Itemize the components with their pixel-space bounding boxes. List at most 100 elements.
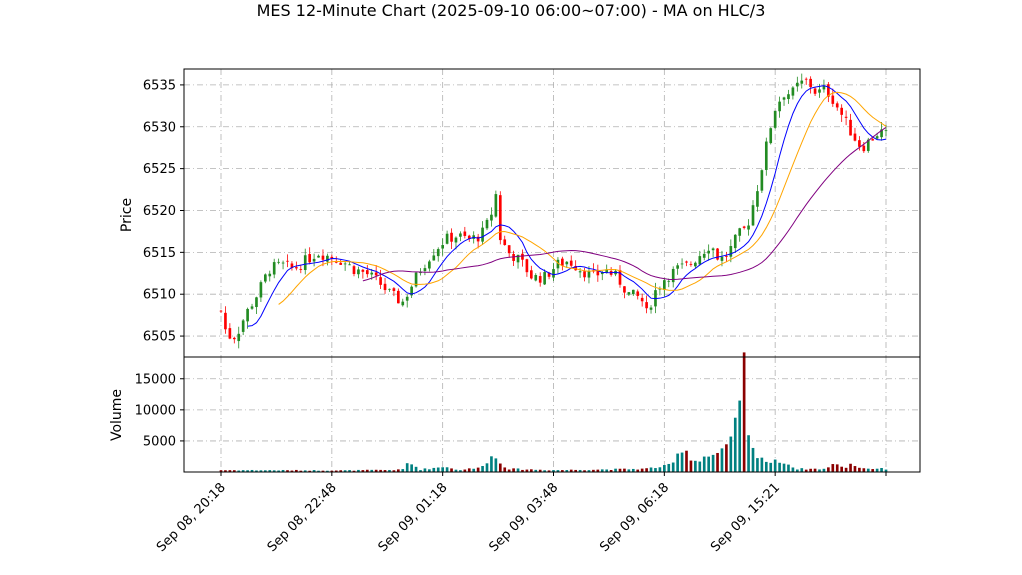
volume-bar (379, 469, 382, 472)
candle-body (339, 262, 343, 265)
volume-bar (685, 450, 688, 472)
candle-body (880, 129, 883, 138)
candle-body (862, 145, 866, 152)
volume-bar (246, 470, 249, 472)
volume-bars (219, 352, 888, 472)
candle-body (875, 136, 879, 139)
volume-bar (694, 460, 697, 472)
candle-body (600, 272, 604, 275)
candle-body (764, 141, 768, 170)
volume-bar (561, 470, 564, 472)
volume-bar (268, 470, 272, 472)
candle-body (667, 280, 671, 282)
candle-body (618, 269, 622, 285)
volume-bar (858, 467, 861, 472)
moving-average-line-ma-mid (278, 91, 887, 305)
volume-bar (241, 470, 245, 472)
candle-body (516, 254, 520, 263)
volume-bar (286, 470, 289, 472)
volume-bar (312, 470, 316, 472)
volume-bar (667, 463, 671, 472)
candle-body (760, 170, 764, 191)
volume-bar (299, 470, 303, 472)
candle-body (676, 265, 679, 269)
candle-body (277, 261, 280, 263)
candle-body (707, 250, 710, 254)
volume-bar (769, 462, 773, 472)
volume-bar (326, 470, 329, 472)
volume-bar (401, 469, 405, 472)
volume-bar (663, 465, 666, 472)
volume-bar (658, 467, 662, 472)
volume-bar (804, 469, 808, 472)
volume-bar (587, 470, 591, 472)
candle-body (370, 272, 374, 275)
candle-body (796, 82, 799, 87)
candle-body (804, 78, 808, 80)
volume-bar (219, 470, 223, 472)
volume-bar (676, 453, 679, 472)
volume-y-tick-label: 10000 (135, 403, 176, 418)
volume-bar (512, 468, 515, 472)
volume-bar (645, 468, 648, 472)
x-tick-label: Sep 08, 20:18 (154, 480, 229, 555)
candle-body (782, 97, 786, 100)
volume-bar (352, 470, 356, 472)
candle-body (835, 103, 839, 108)
volume-bar (809, 468, 812, 472)
volume-bar (538, 469, 542, 472)
volume-bar (410, 464, 413, 472)
volume-bar (530, 469, 533, 472)
candle-body (583, 271, 586, 278)
candle-body (844, 116, 848, 118)
candle-body (587, 271, 591, 278)
candle-body (702, 253, 706, 258)
volume-bar (481, 466, 484, 472)
volume-bar (272, 470, 276, 472)
candle-body (348, 264, 351, 266)
volume-bar (729, 436, 733, 472)
volume-bar (702, 456, 706, 472)
candle-body (849, 119, 852, 136)
volume-bar (339, 470, 343, 472)
candle-body (498, 195, 502, 241)
price-y-axis-label: Price (119, 198, 135, 232)
candle-body (374, 272, 378, 276)
price-y-tick-label: 6505 (143, 330, 176, 345)
candle-body (454, 237, 458, 243)
volume-bar (255, 470, 258, 472)
candle-body (769, 128, 773, 144)
price-y-tick-label: 6525 (143, 162, 176, 177)
volume-bar (259, 470, 263, 472)
candle-body (330, 256, 334, 259)
candle-body (237, 333, 241, 342)
candle-body (530, 270, 533, 279)
candle-body (663, 280, 666, 290)
volume-bar (494, 458, 498, 472)
volume-bar (321, 470, 325, 472)
candle-body (574, 265, 577, 271)
volume-bar (343, 470, 347, 472)
volume-plot-frame (183, 356, 921, 473)
candle-body (658, 288, 662, 290)
volume-bar (778, 462, 781, 472)
volume-bar (796, 469, 799, 472)
candle-body (352, 266, 356, 274)
price-y-tick-label: 6530 (143, 120, 176, 135)
candle-body (605, 269, 609, 273)
volume-bar (490, 456, 493, 472)
volume-bar (295, 469, 298, 472)
volume-bar (835, 464, 839, 472)
candle-body (791, 87, 795, 96)
candle-body (596, 269, 600, 276)
volume-bar (636, 469, 640, 472)
volume-bar (485, 463, 489, 472)
candle-body (228, 328, 232, 339)
volume-bar (680, 452, 684, 472)
candle-body (525, 259, 529, 273)
candle-body (552, 269, 555, 278)
volume-bar (428, 469, 431, 472)
candle-body (250, 306, 254, 309)
candle-body (264, 274, 267, 282)
candle-body (241, 320, 245, 332)
